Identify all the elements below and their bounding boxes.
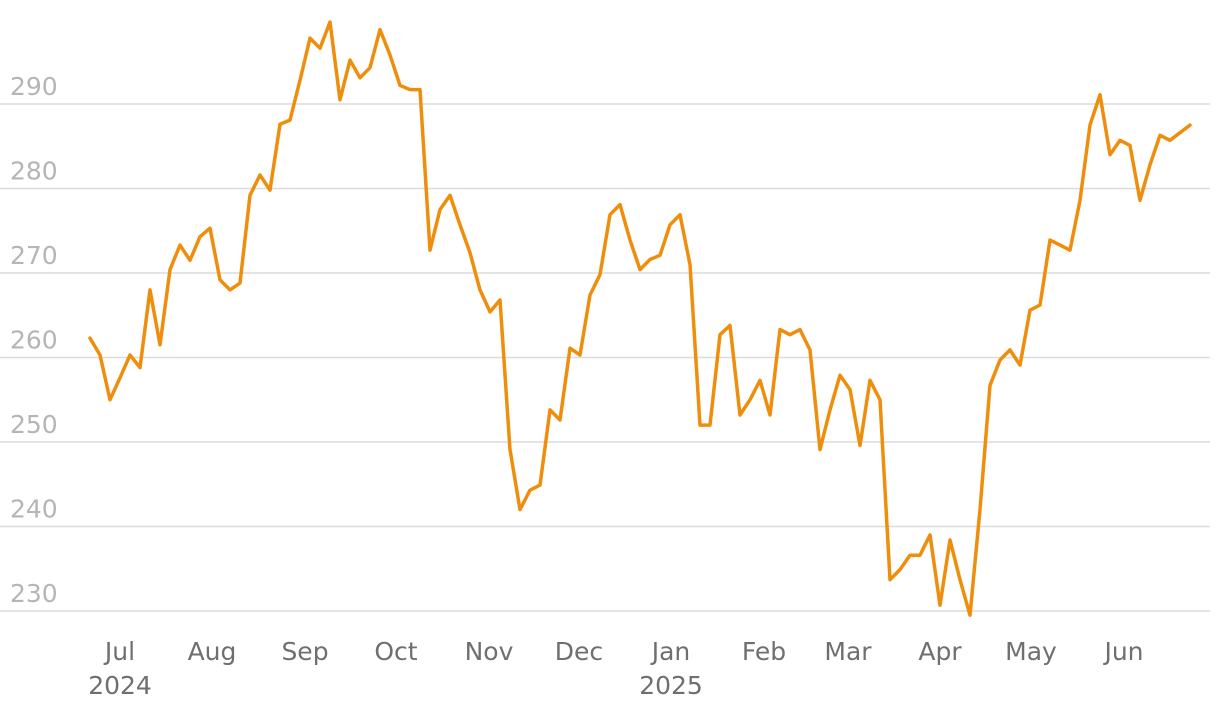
x-tick-year: 2025 xyxy=(639,671,703,700)
y-tick-label: 250 xyxy=(10,410,58,439)
y-tick-label: 230 xyxy=(10,579,58,608)
x-tick-label: Mar xyxy=(824,637,872,666)
x-tick-label: Apr xyxy=(918,637,962,666)
y-tick-label: 280 xyxy=(10,157,58,186)
y-tick-label: 290 xyxy=(10,72,58,101)
y-tick-label: 240 xyxy=(10,495,58,524)
x-tick-label: Oct xyxy=(374,637,417,666)
x-tick-label: Jun xyxy=(1102,637,1143,666)
x-tick-label: Jan xyxy=(650,637,691,666)
x-tick-label: Dec xyxy=(555,637,603,666)
x-tick-label: Aug xyxy=(188,637,237,666)
x-tick-label: Feb xyxy=(742,637,786,666)
x-tick-year: 2024 xyxy=(88,671,152,700)
x-tick-label: May xyxy=(1005,637,1057,666)
x-tick-label: Nov xyxy=(465,637,514,666)
x-tick-label: Jul xyxy=(103,637,135,666)
price-line xyxy=(88,20,1192,617)
y-tick-label: 270 xyxy=(10,241,58,270)
y-tick-label: 260 xyxy=(10,326,58,355)
x-tick-label: Sep xyxy=(281,637,328,666)
